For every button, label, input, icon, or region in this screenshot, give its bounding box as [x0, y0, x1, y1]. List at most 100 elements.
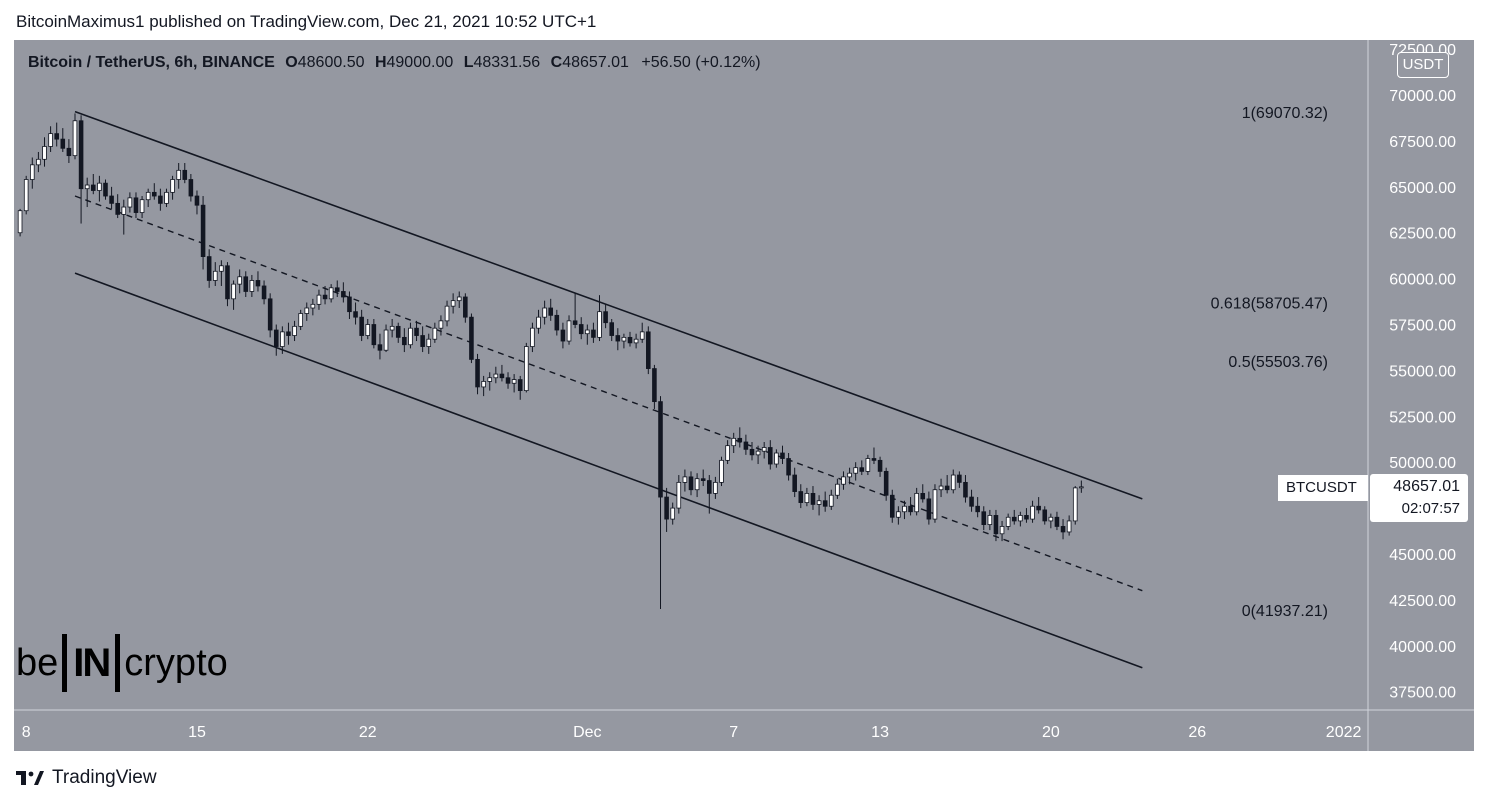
fib-level-label: 1(69070.32) [1242, 105, 1328, 122]
candle-body [950, 474, 956, 491]
legend-change: +56.50 (+0.12%) [641, 54, 761, 71]
candle-body [164, 191, 169, 204]
candle-body [389, 325, 395, 331]
candle-body [243, 276, 249, 292]
candle-body [127, 197, 133, 208]
candle-body [1018, 515, 1023, 522]
currency-button[interactable]: USDT [1397, 52, 1449, 78]
candle-body [987, 515, 993, 526]
candle-body [731, 437, 736, 447]
candle-body [310, 303, 316, 309]
logo-in: IN [62, 634, 121, 692]
candle-body [371, 324, 377, 346]
candle-body [920, 492, 926, 500]
candle-body [48, 133, 53, 147]
candle-body [158, 195, 163, 204]
legend-open: 48600.50 [297, 54, 365, 71]
candle-body [121, 206, 127, 215]
candle-body [670, 507, 675, 520]
channel-upper-line [74, 110, 1143, 500]
y-axis-labels: 72500.0070000.0067500.0065000.0062500.00… [1389, 42, 1456, 701]
candle-body [572, 320, 578, 325]
candle-body [847, 472, 852, 478]
candle-body [1036, 505, 1041, 511]
candle-body [280, 331, 285, 347]
candle-body [267, 298, 273, 331]
candle-body [78, 120, 84, 190]
candle-body [774, 452, 779, 465]
candle-body [90, 184, 96, 191]
candle-body [1079, 486, 1084, 489]
candle-body [36, 158, 41, 166]
candle-body [566, 320, 572, 342]
candle-body [1048, 516, 1054, 522]
candle-body [426, 338, 432, 347]
candle-body [255, 280, 261, 287]
channel-lower-line [74, 272, 1143, 669]
candle-body [932, 489, 938, 520]
candle-body [456, 296, 462, 302]
candle-body [499, 373, 505, 379]
candle-body [1042, 509, 1048, 522]
candle-body [170, 179, 175, 193]
candle-body [804, 492, 810, 503]
candle-body [914, 492, 919, 513]
candle-body [188, 179, 194, 197]
candle-body [511, 379, 517, 384]
symbol-tag: BTCUSDT [1278, 475, 1368, 501]
candle-body [761, 447, 767, 452]
candle-body [292, 325, 297, 336]
candle-body [334, 287, 340, 292]
candle-body [810, 492, 816, 505]
candle-body [981, 511, 987, 526]
candle-body [524, 346, 529, 392]
candle-body [298, 313, 303, 327]
candle-body [450, 300, 456, 307]
candle-body [432, 327, 438, 340]
candle-body [1072, 487, 1078, 522]
candle-body [883, 470, 889, 496]
candle-body [755, 450, 761, 456]
candle-body [517, 379, 523, 392]
x-tick-label: 22 [359, 724, 377, 741]
candle-body [115, 202, 120, 215]
chart-frame[interactable] [14, 40, 1474, 751]
candle-body [713, 481, 718, 494]
candle-body [469, 316, 474, 360]
candle-body [828, 494, 834, 507]
legend-low: 48331.56 [473, 54, 541, 71]
channel-lines [74, 110, 1143, 669]
candle-body [554, 314, 560, 331]
candle-body [536, 316, 541, 329]
candle-body [822, 500, 828, 507]
candle-body [767, 447, 773, 465]
candle-body [560, 329, 566, 342]
candle-body [365, 324, 371, 336]
x-tick-label: 7 [729, 724, 738, 741]
grid-and-axes [14, 40, 1474, 751]
candle-body [481, 381, 486, 388]
candle-body [658, 401, 663, 498]
tradingview-footer[interactable]: TradingView [16, 767, 157, 789]
price-tag: 48657.01 02:07:57 [1370, 474, 1468, 522]
candle-body [84, 184, 90, 190]
candle-body [359, 316, 364, 336]
candle-body [889, 494, 895, 518]
candle-body [700, 478, 706, 481]
candle-body [206, 256, 212, 281]
candle-body [859, 467, 865, 472]
candle-body [377, 344, 383, 351]
candle-body [688, 476, 694, 491]
candle-body [182, 169, 188, 180]
candle-body [719, 459, 724, 483]
candle-body [444, 305, 450, 322]
candle-body [42, 146, 47, 160]
x-tick-label: 20 [1042, 724, 1060, 741]
tradingview-icon [16, 771, 44, 785]
candle-body [548, 307, 554, 316]
candle-body [54, 133, 59, 140]
candle-body [694, 478, 700, 491]
candle-body [395, 325, 401, 338]
candle-body [72, 120, 78, 157]
